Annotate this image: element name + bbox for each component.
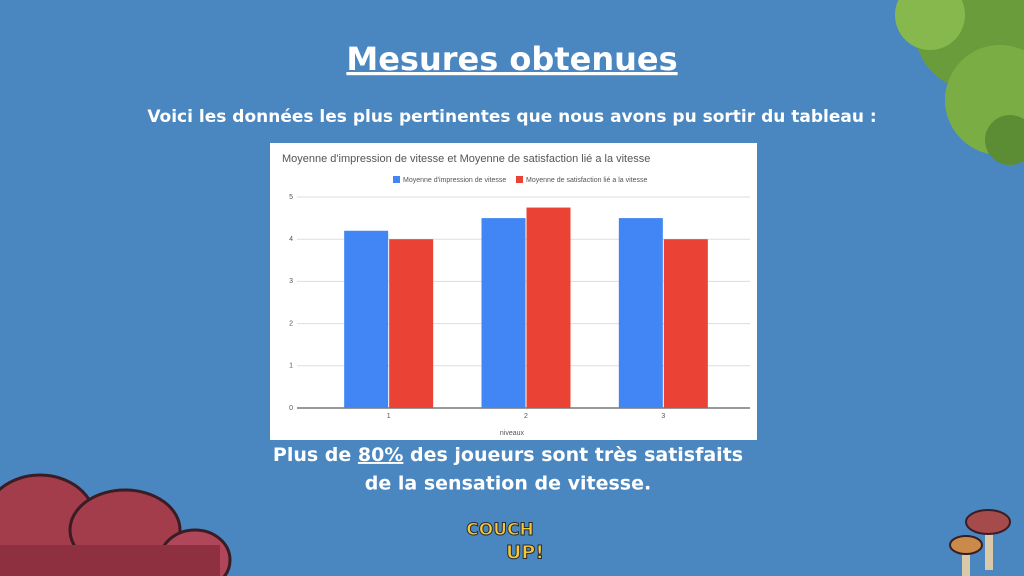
bush-decoration [895, 0, 1024, 165]
bar [481, 218, 526, 408]
conclusion-text: des joueurs sont très satisfaits [403, 444, 743, 466]
logo: COUCH UP! [466, 520, 545, 565]
chart: 0 1 2 3 4 5 Moyenne d'impression de vitesse Moy… [289, 176, 750, 420]
x-tick-label: 2 [524, 413, 528, 420]
legend-label: Moyenne d'impression de vitesse [403, 177, 506, 184]
legend-swatch [393, 176, 400, 183]
legend-swatch [516, 176, 523, 183]
chart-title: Moyenne d'impression de vitesse et Moyen… [282, 153, 650, 165]
conclusion-line: de la sensation de vitesse. [365, 473, 651, 495]
bar [663, 239, 708, 408]
conclusion-highlight: 80% [358, 444, 403, 466]
bar [344, 230, 389, 408]
y-tick-label: 2 [289, 320, 293, 327]
y-tick-label: 0 [289, 405, 293, 412]
y-tick-label: 3 [289, 278, 293, 285]
x-tick-label: 1 [387, 413, 391, 420]
slide-title: Mesures obtenues [346, 40, 677, 78]
legend-label: Moyenne de satisfaction lié a la vitesse [526, 177, 648, 184]
slide-subtitle: Voici les données les plus pertinentes q… [147, 107, 876, 127]
y-tick-label: 1 [289, 363, 293, 370]
x-axis-label: niveaux [500, 430, 525, 437]
bar [526, 207, 571, 408]
mushroom-decoration [949, 509, 1011, 576]
bar [389, 239, 434, 408]
conclusion-text: Plus de [273, 444, 358, 466]
x-tick-label: 3 [661, 413, 665, 420]
y-tick-label: 4 [289, 236, 293, 243]
couch-decoration [0, 473, 232, 576]
conclusion-line: Plus de 80% des joueurs sont très satisf… [273, 444, 743, 466]
logo-text: UP! [506, 542, 544, 564]
bar [618, 218, 663, 408]
y-tick-label: 5 [289, 194, 293, 201]
logo-text: COUCH [466, 520, 533, 540]
